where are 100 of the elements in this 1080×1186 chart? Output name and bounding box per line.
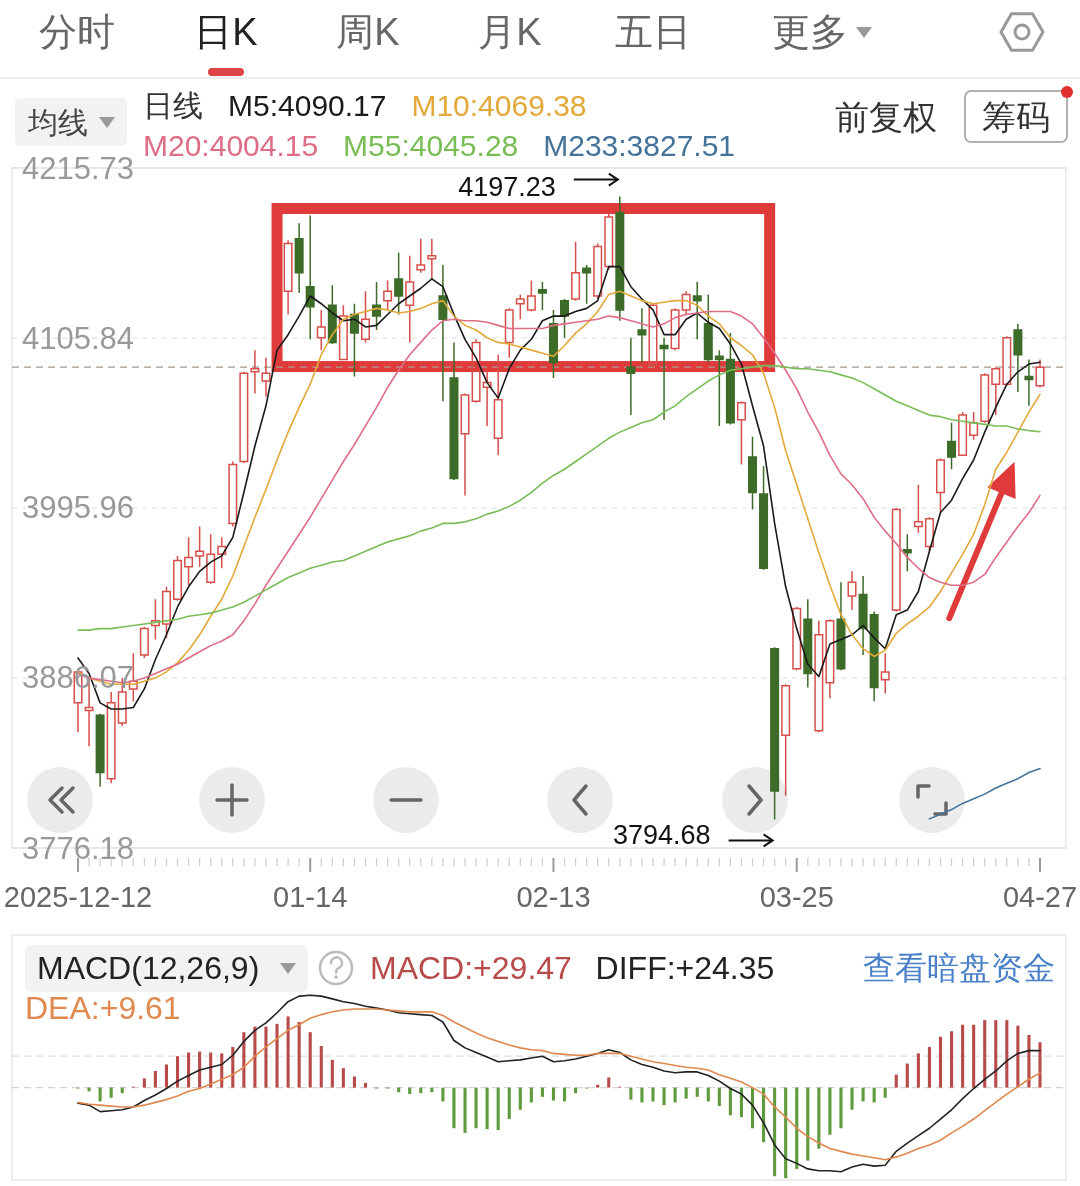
text: 前复权 xyxy=(835,98,937,136)
candlestick xyxy=(217,536,227,570)
bar xyxy=(629,1087,633,1100)
bar xyxy=(916,1053,920,1088)
candlestick xyxy=(858,575,868,656)
candlestick xyxy=(902,533,912,573)
candlestick xyxy=(947,422,957,470)
x-tick-label: 01-14 xyxy=(273,881,348,913)
bar xyxy=(1038,1042,1042,1088)
candlestick xyxy=(714,349,724,427)
bar xyxy=(828,1087,832,1135)
bar xyxy=(485,1087,489,1130)
candlestick xyxy=(360,290,370,344)
bar xyxy=(850,1087,854,1110)
candlestick xyxy=(206,533,216,585)
bar xyxy=(452,1087,456,1129)
bar xyxy=(662,1087,666,1106)
candlestick xyxy=(593,242,603,300)
line-series xyxy=(928,767,1041,820)
bar xyxy=(209,1052,213,1088)
candlestick xyxy=(637,307,647,364)
text: 日K xyxy=(194,11,258,53)
bar xyxy=(972,1024,976,1088)
bar xyxy=(242,1032,246,1088)
candlestick xyxy=(449,341,459,481)
bar xyxy=(872,1087,876,1103)
bar xyxy=(441,1087,445,1102)
candlestick xyxy=(1024,358,1034,407)
candlestick xyxy=(150,598,160,641)
candlestick xyxy=(95,712,105,788)
bar xyxy=(220,1053,224,1088)
candlestick xyxy=(814,620,824,733)
bar xyxy=(297,1022,301,1088)
candlestick xyxy=(383,279,393,311)
text: M5:4090.17 xyxy=(228,88,387,122)
bar xyxy=(164,1064,169,1088)
bar xyxy=(142,1078,146,1088)
chart-title: MACD(12,26,9) xyxy=(37,950,260,986)
candlestick xyxy=(316,309,326,351)
candlestick xyxy=(615,195,625,322)
bar xyxy=(773,1087,777,1177)
text: 更多 xyxy=(772,11,848,53)
text: 分时 xyxy=(39,11,115,53)
candlestick xyxy=(405,255,415,344)
bar xyxy=(175,1056,180,1088)
candlestick xyxy=(736,400,746,466)
text: DIFF:+24.35 xyxy=(595,950,775,986)
candlestick xyxy=(228,460,238,528)
candlestick xyxy=(692,281,702,341)
candlestick xyxy=(958,411,968,457)
x-tick-label: 02-13 xyxy=(516,881,591,913)
candlestick xyxy=(394,251,404,316)
candlestick xyxy=(681,290,691,316)
bar xyxy=(861,1087,865,1102)
candlestick xyxy=(548,309,558,379)
x-tick-label: 2025-12-12 xyxy=(3,881,153,913)
bar xyxy=(994,1020,998,1088)
bar xyxy=(938,1036,943,1088)
candlestick xyxy=(184,536,194,587)
bar xyxy=(363,1082,368,1088)
bar xyxy=(474,1087,478,1129)
candlestick xyxy=(792,606,802,672)
bar xyxy=(275,1023,279,1088)
candlestick xyxy=(261,357,271,398)
candlestick xyxy=(703,293,713,364)
bar xyxy=(153,1070,157,1088)
bar xyxy=(187,1052,191,1088)
candlestick xyxy=(670,307,680,351)
candlestick xyxy=(869,610,879,703)
bar xyxy=(839,1087,843,1129)
candlestick xyxy=(980,372,990,424)
candlestick xyxy=(537,281,547,311)
candlestick xyxy=(913,483,923,534)
candlestick xyxy=(250,349,260,395)
bar xyxy=(784,1087,788,1179)
bar xyxy=(883,1087,887,1098)
bar xyxy=(894,1074,898,1088)
candlestick xyxy=(560,298,570,339)
bar xyxy=(330,1059,334,1088)
bar xyxy=(352,1076,356,1088)
bar xyxy=(717,1087,721,1107)
bar xyxy=(109,1087,113,1098)
text: M55:4045.28 xyxy=(343,128,519,162)
text: 五日 xyxy=(615,11,691,53)
bar xyxy=(319,1046,323,1088)
y-tick-label: 3995.96 xyxy=(22,490,135,526)
text: M233:3827.51 xyxy=(543,128,736,162)
candlestick xyxy=(526,279,536,313)
bar xyxy=(529,1087,533,1103)
candlestick xyxy=(195,525,205,568)
candlestick xyxy=(748,436,758,511)
bar xyxy=(98,1087,102,1102)
candlestick xyxy=(604,211,614,271)
x-tick-label: 04-27 xyxy=(1002,881,1078,913)
text: DEA:+9.61 xyxy=(25,990,181,1026)
bar xyxy=(695,1087,699,1097)
candlestick xyxy=(1002,335,1012,387)
bar xyxy=(651,1087,655,1102)
candlestick xyxy=(725,332,735,426)
candlestick xyxy=(471,338,481,404)
